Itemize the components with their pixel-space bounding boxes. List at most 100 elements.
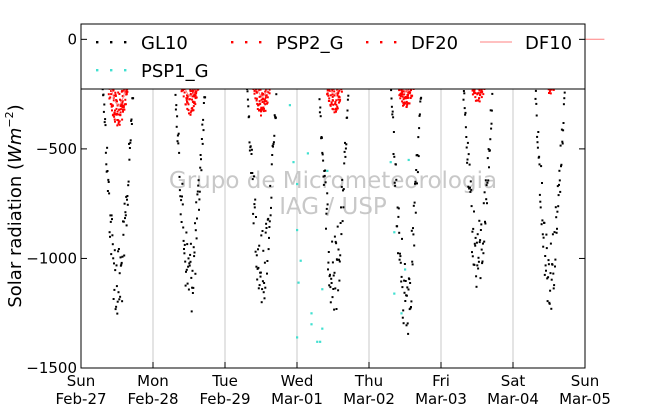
- point-GL10-0-73: [127, 180, 130, 183]
- point-PSP2_G-2-56: [258, 95, 261, 98]
- point-GL10-3-48: [333, 271, 336, 274]
- point-GL10-0-68: [125, 224, 128, 227]
- point-PSP2_G-5-65: [477, 99, 480, 102]
- point-GL10-6-62: [555, 216, 558, 219]
- point-DF20-0-54: [114, 109, 116, 112]
- point-PSP2_G-2-61: [260, 114, 262, 117]
- point-GL10-4-39: [401, 316, 404, 319]
- point-GL10-1-41: [186, 282, 189, 285]
- point-GL10-4-28: [397, 215, 400, 218]
- point-GL10-2-46: [260, 301, 263, 304]
- point-GL10-5-20: [466, 161, 469, 164]
- point-GL10-6-55: [552, 272, 555, 275]
- point-PSP2_G-6-67: [549, 92, 552, 95]
- point-GL10-3-43: [331, 296, 334, 299]
- point-PSP2_G-2-64: [260, 94, 263, 97]
- point-PSP2_G-0-71: [119, 98, 121, 101]
- point-DF20-1-64: [188, 98, 191, 101]
- point-GL10-2-56: [264, 231, 267, 234]
- y-axis-label-text: Solar radiation (: [5, 163, 26, 308]
- point-GL10-2-62: [267, 217, 270, 220]
- point-GL10-2-34: [255, 254, 258, 257]
- point-GL10-4-79: [418, 127, 421, 130]
- point-GL10-2-40: [258, 244, 261, 247]
- point-PSP2_G-2-47: [255, 91, 258, 94]
- point-GL10-0-32: [111, 218, 113, 221]
- point-DF20-2-63: [260, 98, 263, 101]
- point-GL10-1-63: [195, 237, 198, 240]
- point-GL10-1-19: [177, 132, 180, 135]
- point-PSP1_G-23: [407, 158, 410, 162]
- point-GL10-2-15: [248, 115, 251, 118]
- point-GL10-5-72: [487, 179, 490, 182]
- point-PSP2_G-2-50: [256, 108, 259, 110]
- point-GL10-2-29: [253, 206, 256, 209]
- point-DF20-3-59: [331, 107, 334, 110]
- y-axis-label-close: ): [5, 104, 26, 111]
- point-GL10-4-16: [392, 153, 395, 155]
- point-PSP2_G-2-39: [253, 92, 256, 95]
- point-GL10-4-53: [407, 288, 410, 291]
- point-GL10-1-42: [187, 265, 190, 268]
- point-GL10-1-74: [200, 158, 202, 161]
- point-GL10-3-70: [342, 206, 345, 209]
- point-PSP2_G-4-55: [402, 101, 405, 104]
- point-GL10-6-53: [551, 263, 554, 266]
- point-GL10-1-33: [183, 252, 186, 255]
- point-DF20-1-85: [195, 92, 198, 95]
- point-GL10-6-83: [563, 91, 566, 94]
- point-DF20-2-81: [266, 102, 268, 105]
- point-GL10-4-76: [416, 171, 419, 174]
- point-GL10-4-40: [402, 309, 405, 312]
- point-GL10-0-46: [116, 300, 119, 303]
- y-tick-label-2: −1000: [26, 249, 77, 267]
- point-GL10-5-32: [471, 251, 473, 254]
- point-GL10-6-44: [547, 263, 550, 266]
- legend-swatch-PSP1_G-2: [124, 69, 127, 72]
- point-GL10-3-22: [322, 183, 325, 186]
- point-DF20-4-53: [401, 95, 404, 98]
- point-GL10-1-67: [197, 184, 200, 187]
- point-PSP2_G-6-77: [552, 88, 555, 91]
- point-PSP2_G-1-43: [182, 95, 185, 98]
- point-DF20-3-56: [330, 101, 333, 104]
- point-GL10-0-38: [113, 288, 116, 291]
- x-tick-label-date-2: Feb-29: [199, 390, 250, 408]
- point-DF20-2-59: [259, 88, 262, 91]
- point-DF20-1-76: [192, 100, 195, 103]
- point-GL10-5-41: [474, 236, 477, 239]
- point-GL10-4-27: [397, 252, 399, 255]
- point-GL10-0-37: [113, 262, 115, 265]
- point-GL10-5-54: [479, 229, 482, 231]
- point-GL10-6-47: [549, 289, 552, 292]
- point-DF20-0-73: [119, 111, 122, 114]
- point-PSP2_G-1-79: [193, 95, 196, 98]
- point-GL10-5-49: [477, 260, 480, 263]
- point-GL10-2-66: [268, 220, 271, 223]
- point-DF20-0-44: [111, 109, 113, 112]
- point-GL10-3-19: [321, 153, 324, 156]
- point-DF20-3-53: [329, 94, 332, 97]
- x-tick-label-date-7: Mar-05: [559, 390, 611, 408]
- point-PSP1_G-0: [288, 104, 291, 107]
- point-GL10-2-38: [257, 266, 260, 269]
- point-GL10-6-58: [553, 231, 556, 234]
- point-DF20-0-79: [121, 101, 124, 104]
- point-GL10-1-14: [175, 125, 178, 128]
- point-DF20-2-84: [266, 96, 269, 99]
- point-PSP1_G-18: [389, 161, 392, 164]
- point-GL10-0-64: [124, 217, 126, 220]
- point-PSP2_G-1-73: [191, 89, 194, 92]
- point-GL10-0-66: [124, 214, 127, 217]
- point-GL10-3-36: [328, 275, 331, 278]
- point-PSP2_G-3-45: [327, 94, 330, 97]
- point-DF20-3-66: [333, 94, 336, 97]
- point-PSP1_G-15: [326, 169, 329, 173]
- point-GL10-5-80: [490, 122, 493, 125]
- point-DF20-4-67: [405, 105, 408, 108]
- point-GL10-6-67: [557, 205, 560, 208]
- point-DF20-6-66: [549, 89, 552, 91]
- point-GL10-5-66: [484, 179, 487, 182]
- point-GL10-1-61: [194, 229, 197, 232]
- point-DF20-4-72: [407, 91, 410, 94]
